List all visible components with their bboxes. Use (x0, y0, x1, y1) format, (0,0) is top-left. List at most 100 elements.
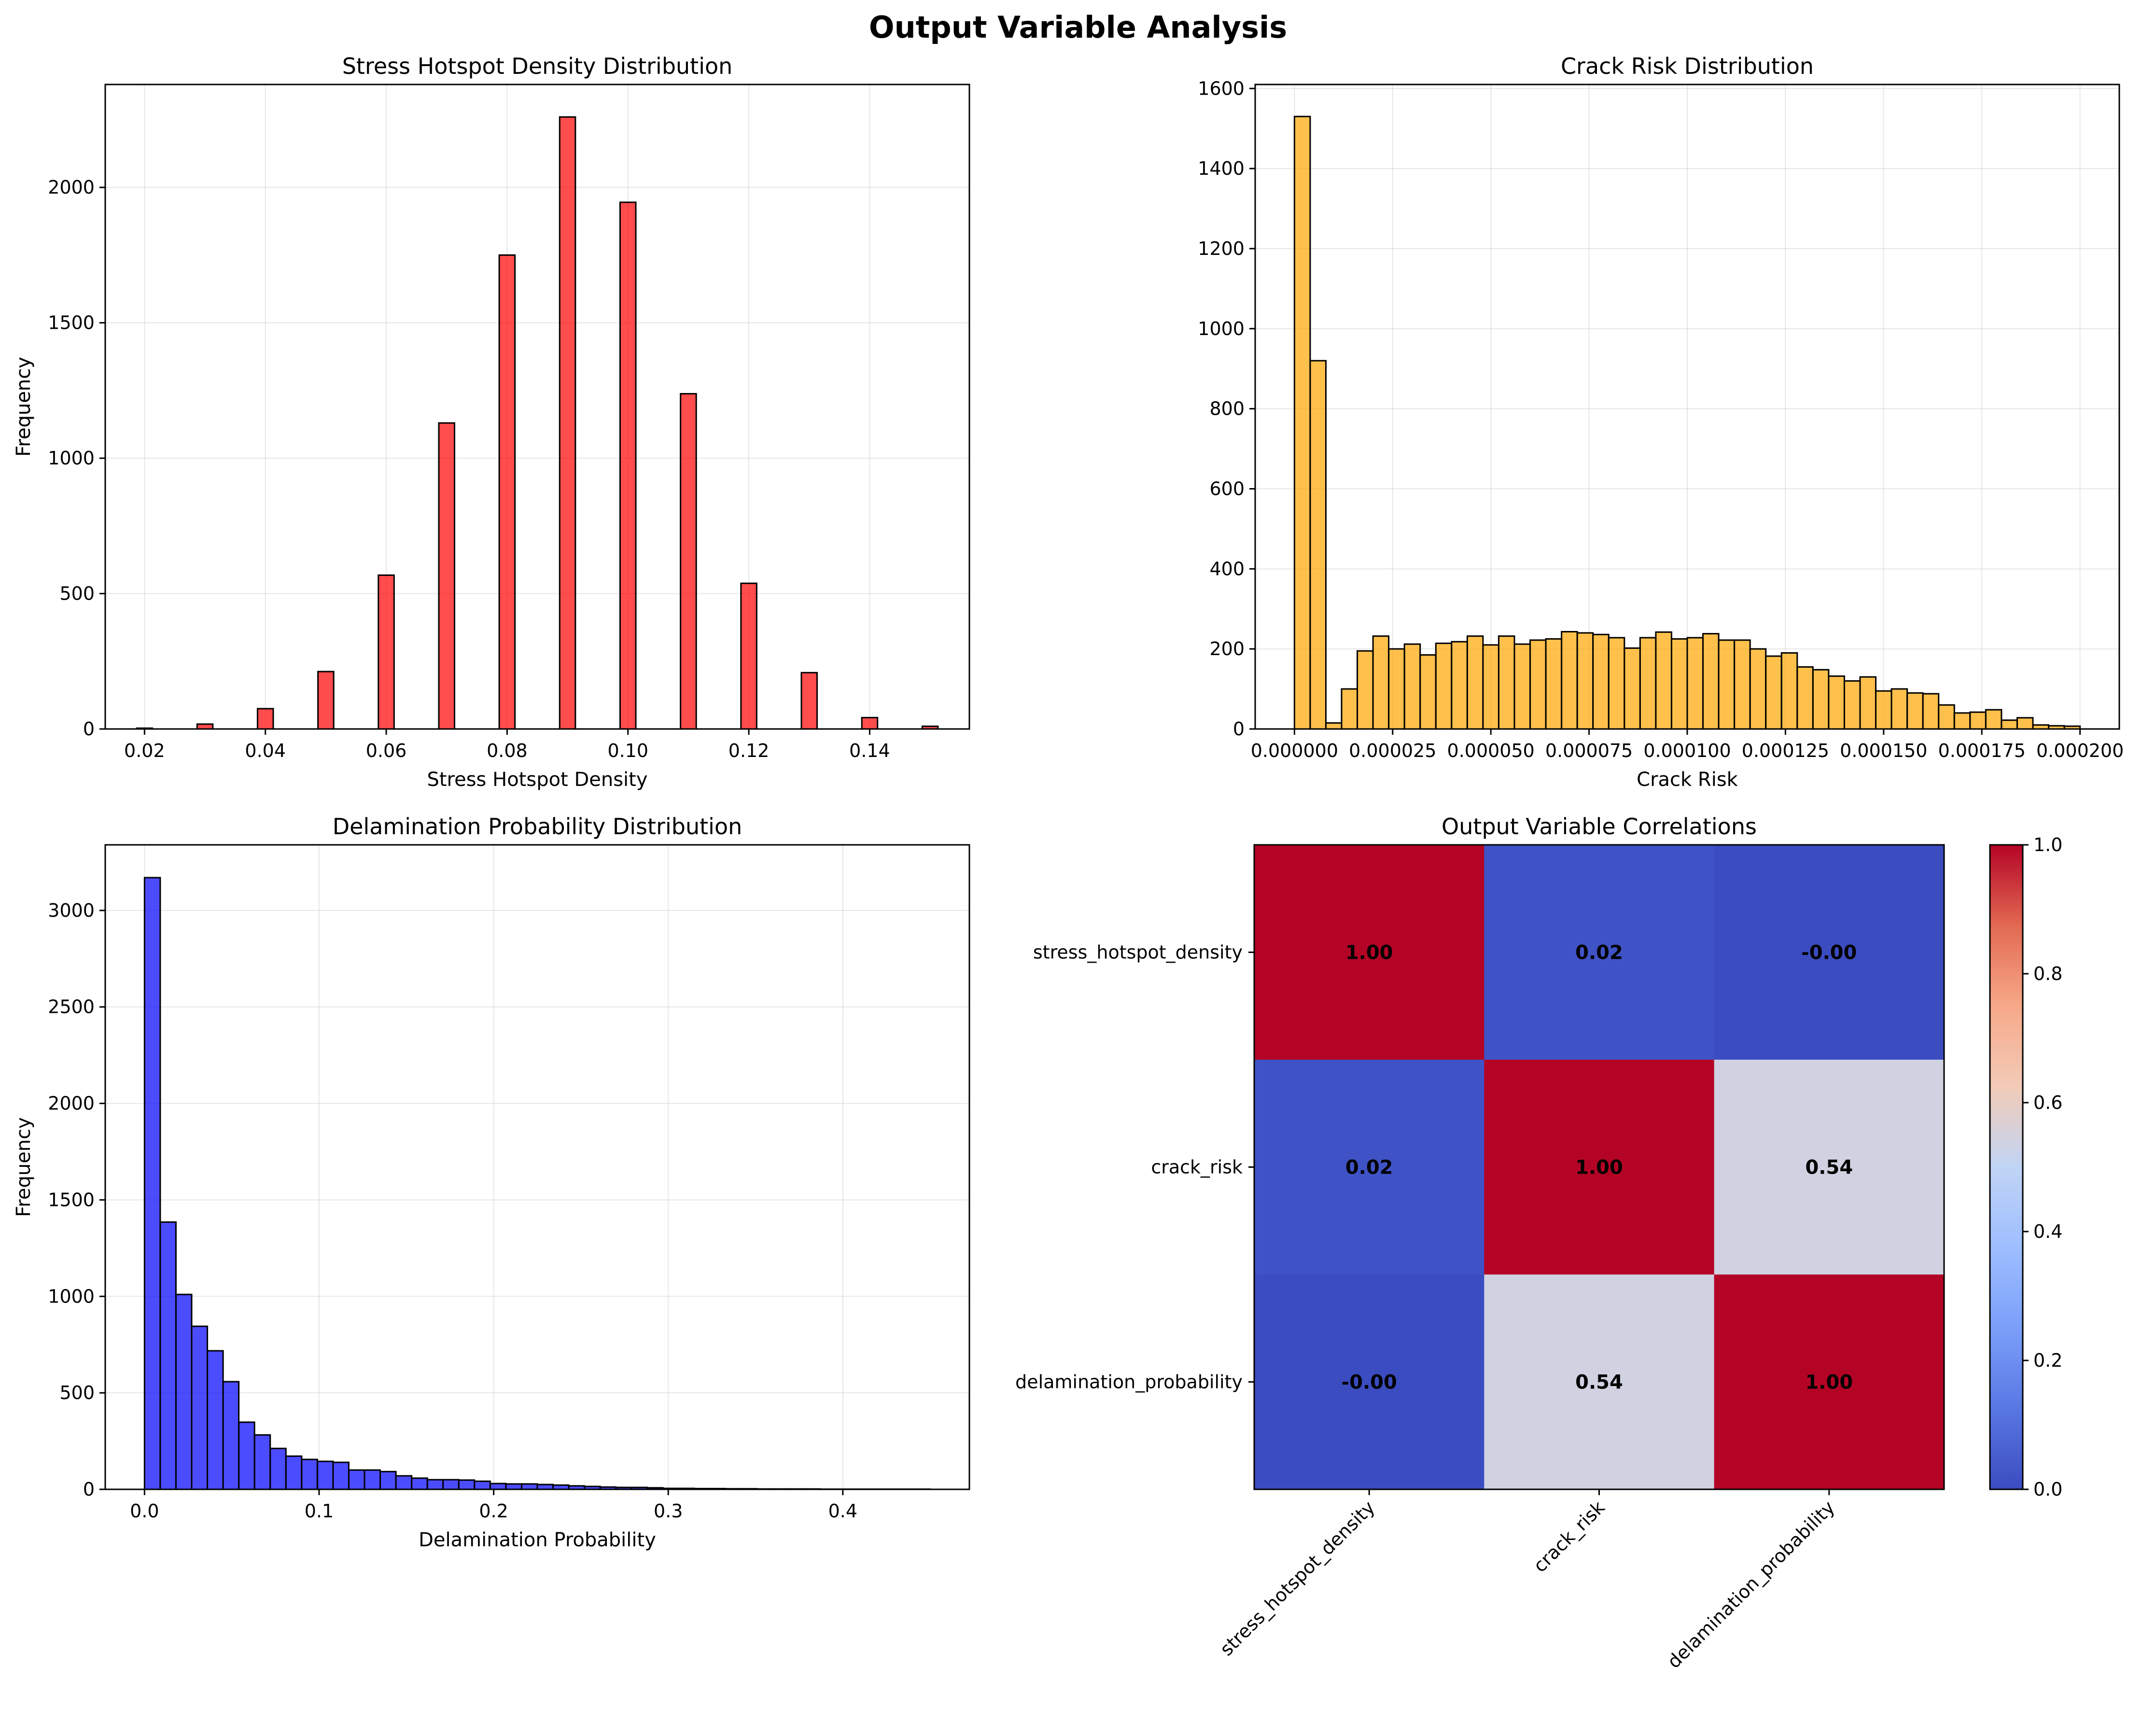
crack-hist-bar (2016, 717, 2034, 730)
delam-hist-bar (332, 1461, 350, 1490)
crack-hist-bar (1875, 690, 1892, 730)
crack-hist-xtick-label: 0.000175 (1938, 740, 2026, 761)
crack-hist-bar (1843, 680, 1861, 730)
stress-hist-bar (680, 393, 697, 730)
delam-hist-xlabel: Delamination Probability (419, 1529, 656, 1551)
crack-hist-bar (1293, 115, 1311, 730)
stress-hist-bar (740, 582, 757, 730)
crack-hist-bar (1325, 722, 1343, 730)
crack-hist-ytick-label: 1600 (1198, 78, 1245, 99)
heatmap-cell-label: -0.00 (1801, 942, 1857, 964)
heatmap-cell-label: 1.00 (1805, 1372, 1853, 1394)
stress-hist-ytick-label: 0 (83, 718, 95, 740)
crack-hist-bar (1561, 631, 1578, 730)
delam-hist-bar (474, 1480, 491, 1490)
stress-hist-bar (378, 574, 395, 730)
delam-hist-bar (175, 1293, 193, 1490)
stress-hist-bar (559, 116, 576, 730)
crack-hist-bar (1670, 638, 1688, 730)
delam-hist-ytick-label: 2500 (48, 996, 95, 1018)
delam-hist-ytick-label: 2000 (48, 1093, 95, 1114)
delam-hist-bar (458, 1479, 476, 1490)
heatmap-cell (1484, 1060, 1715, 1275)
crack-hist-bar (1938, 704, 1955, 730)
crack-hist-bar (1608, 637, 1625, 730)
heatmap-ytick-label: delamination_probability (1015, 1372, 1243, 1393)
stress-hist-xtick-label: 0.06 (366, 740, 407, 761)
delam-hist-xtick-label: 0.3 (654, 1500, 683, 1522)
stress-hist-ytick-label: 1500 (48, 312, 95, 334)
heatmap-ytick-label: stress_hotspot_density (1033, 942, 1243, 963)
stress-hist-xtick-label: 0.10 (607, 740, 648, 761)
crack-hist-bar (1545, 638, 1563, 730)
delam-hist-bar (222, 1381, 240, 1490)
delam-hist-xtick-label: 0.1 (305, 1500, 334, 1522)
delam-hist-bar (285, 1455, 303, 1490)
crack-hist-ytick-label: 800 (1209, 398, 1245, 420)
stress-hist-axes-frame (104, 84, 970, 730)
delam-hist-bar (238, 1421, 255, 1490)
delam-hist-bar (143, 877, 161, 1490)
crack-hist-bar (1639, 637, 1657, 730)
crack-hist-ytick-label: 1000 (1198, 318, 1245, 339)
delam-hist-xtick-label: 0.0 (130, 1500, 159, 1522)
crack-hist-ytick-label: 600 (1209, 478, 1245, 499)
crack-hist-bar (1796, 666, 1814, 730)
crack-hist-bar (1529, 639, 1547, 730)
colorbar-tick-label: 0.8 (2033, 963, 2062, 984)
crack-hist-bar (1372, 635, 1390, 730)
delam-hist-bar (520, 1483, 538, 1490)
stress-hist-xtick-label: 0.14 (849, 740, 890, 761)
heatmap-cell (1254, 1275, 1484, 1490)
stress-hist-bar (256, 708, 274, 730)
heatmap-xtick-label: stress_hotspot_density (1216, 1497, 1379, 1660)
crack-hist-bar (2001, 719, 2018, 730)
crack-hist-xtick-label: 0.000100 (1643, 740, 1731, 761)
delam-hist-bar (191, 1325, 209, 1490)
crack-hist-bar (1922, 693, 1940, 730)
stress-hist-bar (317, 671, 335, 730)
stress-hist-xtick-label: 0.04 (245, 740, 286, 761)
crack-hist-ylabel: Frequency (13, 357, 35, 457)
delam-hist-bar (364, 1469, 381, 1490)
crack-hist-bar (1812, 669, 1830, 730)
delam-hist-bar (301, 1458, 318, 1490)
stress-hist-bar (619, 201, 637, 730)
colorbar (1989, 844, 2024, 1490)
delam-hist-xtick-label: 0.2 (479, 1500, 508, 1522)
heatmap-cell (1714, 1060, 1945, 1275)
heatmap-cell (1484, 845, 1715, 1060)
delam-hist-bar (442, 1479, 460, 1490)
crack-hist-bar (1451, 641, 1468, 730)
colorbar-tick-label: 1.0 (2033, 834, 2062, 855)
stress-hist-xtick-label: 0.08 (487, 740, 528, 761)
crack-hist-bar (1749, 648, 1767, 730)
heatmap-title: Output Variable Correlations (1442, 813, 1757, 840)
crack-hist-bar (1780, 652, 1798, 730)
crack-hist-bar (1828, 675, 1845, 730)
stress-hist-bar (498, 254, 516, 730)
heatmap-cell (1254, 1060, 1484, 1275)
crack-hist-bar (1624, 647, 1641, 730)
heatmap-cell-label: 0.02 (1345, 1157, 1393, 1179)
stress-hist-bar (800, 672, 818, 730)
heatmap-xtick-label: delamination_probability (1663, 1497, 1839, 1672)
crack-hist-xtick-label: 0.000050 (1447, 740, 1535, 761)
heatmap-cell-label: -0.00 (1342, 1372, 1397, 1394)
heatmap-cell (1254, 845, 1484, 1060)
stress-hist-xlabel: Stress Hotspot Density (427, 769, 647, 791)
delam-hist-ytick-label: 0 (83, 1479, 95, 1500)
crack-hist-bar (1718, 639, 1736, 730)
crack-hist-bar (1592, 633, 1610, 730)
crack-hist-xtick-label: 0.000200 (2036, 740, 2124, 761)
crack-hist-bar (1309, 360, 1327, 730)
delam-hist-bar (207, 1350, 224, 1490)
heatmap-cell (1714, 1275, 1945, 1490)
heatmap-cell-label: 1.00 (1345, 942, 1393, 964)
crack-hist-title: Crack Risk Distribution (1561, 53, 1814, 79)
delam-hist-bar (489, 1483, 507, 1490)
stress-hist-bar (861, 716, 879, 730)
charts-layer: 0.02 0.04 0.06 0.08 0.10 0.12 0.14050010001500… (13, 53, 2124, 1672)
heatmap-cell (1484, 1275, 1715, 1490)
